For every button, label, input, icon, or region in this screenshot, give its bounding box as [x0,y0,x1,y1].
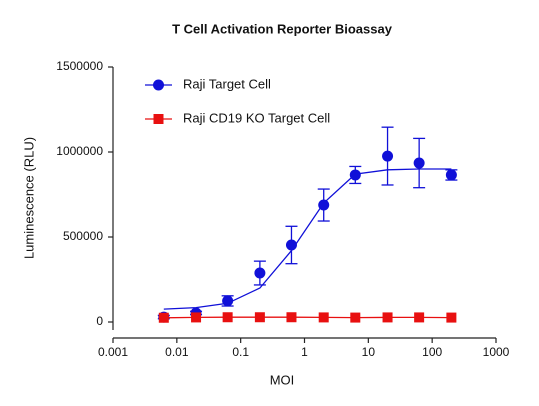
data-point [222,312,233,323]
data-point [286,312,297,323]
x-tick-label: 0.01 [165,345,189,359]
data-point [413,157,425,169]
legend-marker [153,79,164,91]
data-point [382,312,393,323]
data-point [349,169,361,181]
data-point [285,239,297,251]
series-line [163,316,452,319]
x-tick-label: 0.001 [98,345,128,359]
y-tick-label: 1000000 [56,144,103,158]
legend-label: Raji CD19 KO Target Cell [183,110,330,125]
data-point [445,169,457,181]
data-point [446,312,457,323]
legend-label: Raji Target Cell [183,76,271,91]
data-point [382,150,394,162]
data-point [254,267,266,279]
data-point [191,312,202,323]
fit-curve [163,168,452,310]
data-point [222,295,234,307]
x-tick-label: 0.1 [232,345,249,359]
data-point [318,312,329,323]
y-axis-label: Luminescence (RLU) [21,137,36,259]
y-tick-label: 500000 [63,229,103,243]
data-point [158,312,169,323]
x-tick-label: 1000 [483,345,510,359]
data-point [318,199,330,211]
y-tick-label: 0 [96,314,103,328]
legend-marker [153,114,164,124]
x-tick-label: 10 [362,345,376,359]
x-tick-label: 100 [422,345,442,359]
chart-title: T Cell Activation Reporter Bioassay [172,21,393,36]
x-tick-label: 1 [301,345,308,359]
data-point [350,312,361,323]
data-point [254,312,265,323]
y-tick-label: 1500000 [56,59,103,73]
x-axis-label: MOI [270,372,295,387]
data-point [414,312,425,323]
